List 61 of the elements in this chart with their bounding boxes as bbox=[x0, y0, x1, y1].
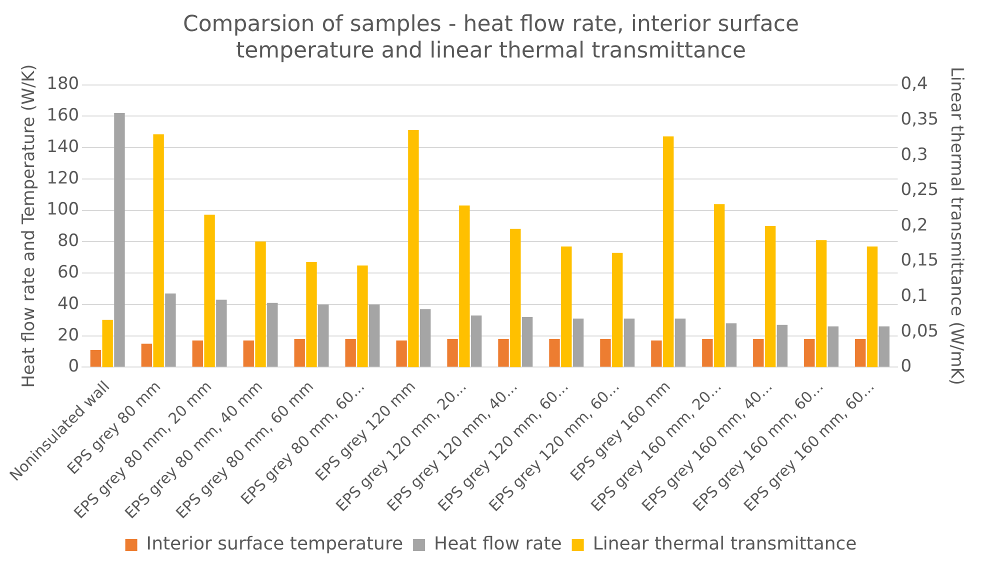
bar bbox=[114, 113, 125, 367]
bar bbox=[192, 340, 203, 367]
bar bbox=[498, 338, 509, 367]
y-tick-label: 180 bbox=[46, 74, 80, 94]
y2-tick-label: 0,05 bbox=[900, 321, 939, 342]
y-axis-title: Heat flow rate and Temperature (W/K) bbox=[18, 64, 39, 388]
bar bbox=[866, 246, 878, 368]
y-tick-label: 20 bbox=[57, 325, 80, 346]
bar bbox=[459, 206, 470, 368]
bar bbox=[243, 340, 254, 367]
legend-label: Linear thermal transmittance bbox=[592, 534, 857, 555]
bar bbox=[702, 338, 713, 367]
y-tick-label: 0 bbox=[68, 356, 80, 377]
y2-tick-label: 0,3 bbox=[900, 144, 928, 165]
bar bbox=[153, 134, 164, 368]
y-tick-label: 160 bbox=[46, 106, 80, 126]
y2-tick-label: 0,25 bbox=[900, 180, 939, 200]
y-tick-label: 60 bbox=[57, 262, 80, 283]
bar bbox=[776, 324, 788, 367]
bar bbox=[662, 136, 674, 368]
bar bbox=[753, 338, 764, 367]
bar bbox=[141, 344, 152, 367]
bar bbox=[102, 320, 113, 368]
y2-tick-label: 0,4 bbox=[900, 74, 928, 94]
bar bbox=[816, 240, 827, 368]
bar bbox=[165, 293, 176, 367]
bar bbox=[447, 338, 458, 367]
bar bbox=[510, 228, 521, 368]
bar bbox=[674, 318, 686, 367]
y2-tick-label: 0,35 bbox=[900, 110, 939, 130]
y2-tick-label: 0 bbox=[900, 356, 912, 377]
bar bbox=[855, 338, 866, 367]
chart-title: Comparsion of samples - heat flow rate, interior surface temperature and linear thermal transmittance bbox=[182, 12, 800, 64]
bar bbox=[714, 204, 725, 368]
bar bbox=[549, 338, 560, 367]
bar bbox=[294, 338, 305, 367]
bar bbox=[828, 326, 839, 367]
bar bbox=[804, 338, 815, 367]
legend-label: Heat flow rate bbox=[434, 534, 562, 555]
y2-tick-label: 0,1 bbox=[900, 286, 928, 306]
bar bbox=[204, 214, 215, 368]
bar bbox=[408, 130, 419, 368]
bar bbox=[561, 246, 572, 368]
bar bbox=[396, 340, 407, 367]
bar bbox=[651, 340, 662, 367]
y-tick-label: 140 bbox=[46, 136, 80, 157]
y-tick-label: 120 bbox=[46, 168, 80, 188]
bar bbox=[726, 323, 737, 367]
legend-label: Interior surface temperature bbox=[146, 534, 404, 555]
y-tick-label: 80 bbox=[57, 231, 80, 252]
bar bbox=[600, 338, 611, 367]
y2-tick-label: 0,15 bbox=[900, 250, 939, 271]
y2-axis-title: Linear thermal transmittance (W/mK) bbox=[946, 66, 966, 386]
bar bbox=[420, 309, 431, 367]
y2-tick-label: 0,2 bbox=[900, 215, 928, 236]
bar bbox=[470, 315, 482, 367]
y-tick-label: 40 bbox=[57, 294, 80, 314]
y-tick-label: 100 bbox=[46, 200, 80, 220]
bar bbox=[764, 226, 776, 368]
bar bbox=[612, 252, 623, 368]
bar bbox=[345, 338, 356, 367]
